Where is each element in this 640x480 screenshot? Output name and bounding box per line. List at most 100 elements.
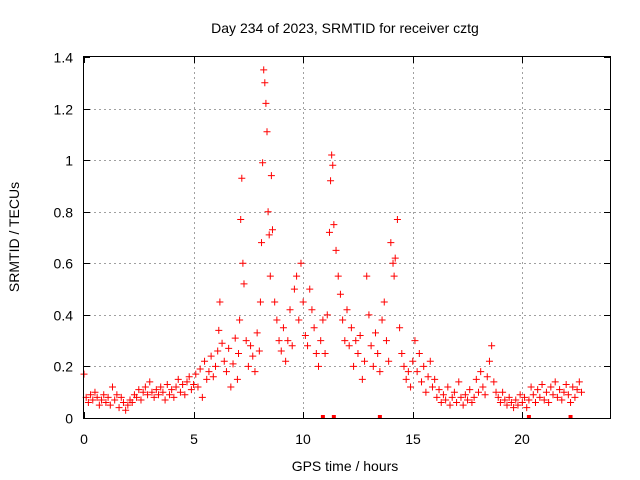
data-point [376, 368, 384, 376]
data-point [192, 370, 200, 378]
data-point [457, 393, 465, 401]
data-point [179, 380, 187, 388]
data-point [336, 290, 344, 298]
data-point [293, 272, 301, 280]
data-point [402, 375, 410, 383]
x-tick-label: 0 [80, 431, 88, 447]
data-point [190, 380, 198, 388]
data-point [176, 388, 184, 396]
zero-flag-marker [331, 415, 336, 419]
data-point [267, 172, 275, 180]
data-point [547, 383, 555, 391]
data-point [418, 378, 426, 386]
data-point [256, 298, 264, 306]
data-point [299, 298, 307, 306]
y-tick-label: 0.8 [54, 205, 74, 221]
data-point [205, 368, 213, 376]
data-point [98, 396, 106, 404]
y-tick-label: 1.4 [54, 50, 74, 66]
data-point [115, 404, 123, 412]
data-point [279, 324, 287, 332]
data-point [558, 396, 566, 404]
data-point [264, 208, 272, 216]
data-point [135, 386, 143, 394]
data-point [479, 383, 487, 391]
data-point [367, 342, 375, 350]
y-tick-label: 0 [65, 411, 73, 427]
data-point [571, 393, 579, 401]
data-point [87, 391, 95, 399]
data-point [573, 386, 581, 394]
data-point [266, 272, 274, 280]
data-point [212, 362, 219, 370]
data-point [536, 393, 544, 401]
data-point [551, 378, 559, 386]
data-point [328, 151, 336, 159]
data-point [260, 66, 268, 74]
data-point [400, 362, 408, 370]
zero-flag-marker [526, 415, 531, 419]
data-point [240, 280, 248, 288]
data-point [396, 324, 404, 332]
data-point [323, 311, 331, 319]
data-point [538, 380, 546, 388]
data-point [137, 396, 145, 404]
data-point [308, 306, 316, 314]
y-axis-label: SRMTID / TECUs [6, 182, 22, 292]
data-point [104, 393, 112, 401]
data-point [198, 393, 206, 401]
data-point [152, 386, 160, 394]
data-point [301, 331, 309, 339]
data-point [295, 316, 303, 324]
data-point [89, 396, 97, 404]
grid-lines [84, 57, 610, 418]
x-tick-label: 15 [405, 431, 421, 447]
data-point [516, 391, 524, 399]
x-tick-labels: 0 5 10 15 20 [80, 431, 530, 447]
data-point [271, 298, 279, 306]
data-point [220, 357, 228, 365]
data-point [444, 383, 452, 391]
data-point [255, 347, 263, 355]
data-point [317, 337, 325, 345]
data-point [244, 362, 252, 370]
data-point [343, 306, 351, 314]
data-point [450, 388, 458, 396]
data-point [464, 396, 472, 404]
data-point [304, 342, 312, 350]
data-point [492, 388, 500, 396]
data-point [122, 406, 130, 414]
data-point [238, 174, 246, 182]
data-point [84, 399, 92, 407]
data-point [385, 357, 393, 365]
data-point [113, 391, 121, 399]
data-point [494, 393, 502, 401]
data-point [567, 399, 575, 407]
data-point [262, 99, 270, 107]
data-point [214, 347, 222, 355]
data-point [483, 373, 491, 381]
data-point [339, 316, 347, 324]
data-point [391, 254, 399, 262]
data-point [161, 396, 169, 404]
data-point [428, 383, 436, 391]
data-point [139, 388, 147, 396]
data-point [155, 391, 163, 399]
data-point [365, 311, 373, 319]
data-point [201, 357, 209, 365]
data-point [390, 272, 398, 280]
data-point [341, 337, 349, 345]
data-point [144, 391, 152, 399]
data-point [273, 316, 281, 324]
data-point [422, 388, 430, 396]
data-point [470, 393, 478, 401]
data-point [196, 365, 204, 373]
data-point [556, 386, 564, 394]
data-point [352, 337, 360, 345]
data-point [239, 259, 247, 267]
data-point [277, 347, 285, 355]
y-tick-label: 0.2 [54, 359, 74, 375]
x-tick-label: 10 [295, 431, 311, 447]
data-point [501, 396, 509, 404]
